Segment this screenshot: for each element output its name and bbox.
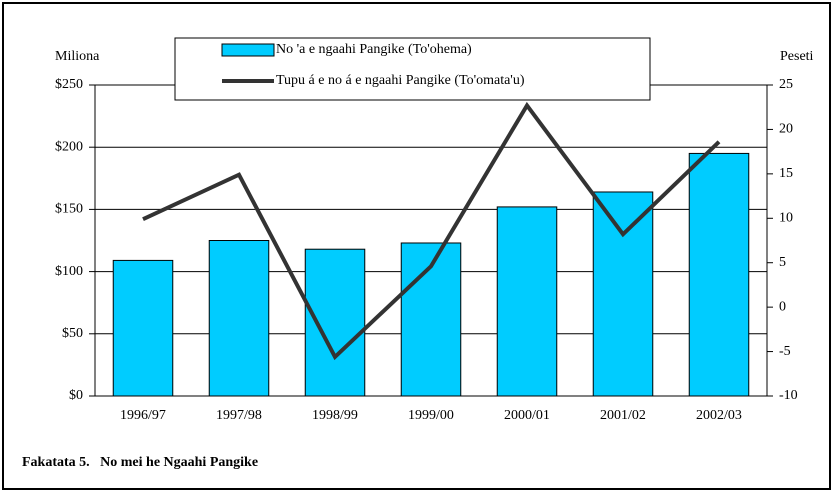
- y-tick-label: $0: [69, 388, 83, 403]
- y2-tick-label: 0: [779, 299, 786, 314]
- legend-swatch: [221, 43, 275, 57]
- x-tick-label: 2001/02: [600, 408, 646, 423]
- y2-tick-label: 10: [779, 211, 793, 226]
- x-tick-label: 1997/98: [216, 408, 262, 423]
- bar: [592, 191, 654, 397]
- y2-tick-label: 20: [779, 122, 793, 137]
- y2-tick-label: 25: [779, 77, 793, 92]
- y-axis-label: Miliona: [55, 49, 100, 64]
- x-tick-label: 1998/99: [312, 408, 358, 423]
- legend-label: No 'a e ngaahi Pangike (To'ohema): [276, 42, 472, 57]
- y2-tick-label: 5: [779, 255, 786, 270]
- x-tick-label: 1999/00: [408, 408, 454, 423]
- bar: [496, 206, 558, 397]
- y2-tick-label: -5: [779, 344, 791, 359]
- y2-tick-label: 15: [779, 166, 793, 181]
- y-tick-label: $50: [62, 326, 83, 341]
- y2-tick-label: -10: [779, 388, 798, 403]
- bar: [112, 259, 174, 397]
- bar: [688, 152, 750, 397]
- x-tick-label: 2000/01: [504, 408, 550, 423]
- y-tick-label: $250: [55, 77, 83, 92]
- line: [142, 101, 721, 361]
- legend-label: Tupu á e no á e ngaahi Pangike (To'omata…: [276, 73, 525, 88]
- y2-axis-label: Peseti: [780, 49, 814, 64]
- bar: [304, 248, 366, 397]
- x-tick-label: 1996/97: [120, 408, 166, 423]
- x-tick-label: 2002/03: [696, 408, 742, 423]
- y-tick-label: $150: [55, 202, 83, 217]
- y-tick-label: $100: [55, 264, 83, 279]
- y-tick-label: $200: [55, 139, 83, 154]
- bar: [208, 240, 270, 397]
- caption: Fakatata 5. No mei he Ngaahi Pangike: [22, 455, 258, 470]
